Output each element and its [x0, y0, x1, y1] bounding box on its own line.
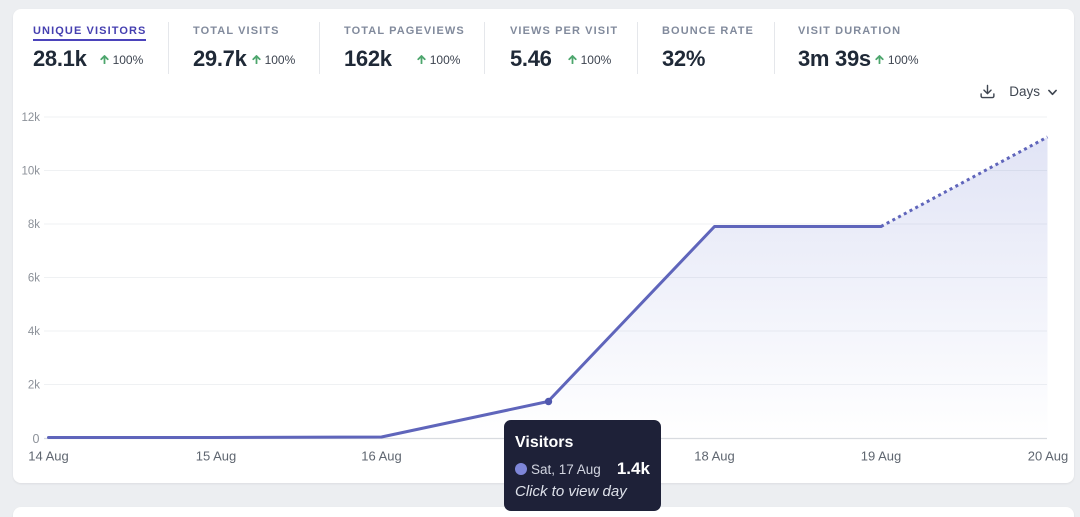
- svg-text:8k: 8k: [28, 219, 40, 231]
- svg-text:4k: 4k: [28, 326, 40, 338]
- svg-text:10k: 10k: [21, 166, 40, 178]
- svg-text:0: 0: [33, 432, 40, 446]
- svg-text:15 Aug: 15 Aug: [196, 449, 237, 464]
- svg-text:19 Aug: 19 Aug: [861, 449, 902, 464]
- svg-text:12k: 12k: [21, 112, 40, 124]
- svg-text:2k: 2k: [28, 380, 40, 392]
- svg-text:14 Aug: 14 Aug: [28, 449, 69, 464]
- svg-text:16 Aug: 16 Aug: [361, 449, 402, 464]
- svg-text:6k: 6k: [28, 273, 40, 285]
- svg-text:20 Aug: 20 Aug: [1028, 449, 1069, 464]
- svg-text:18 Aug: 18 Aug: [694, 449, 735, 464]
